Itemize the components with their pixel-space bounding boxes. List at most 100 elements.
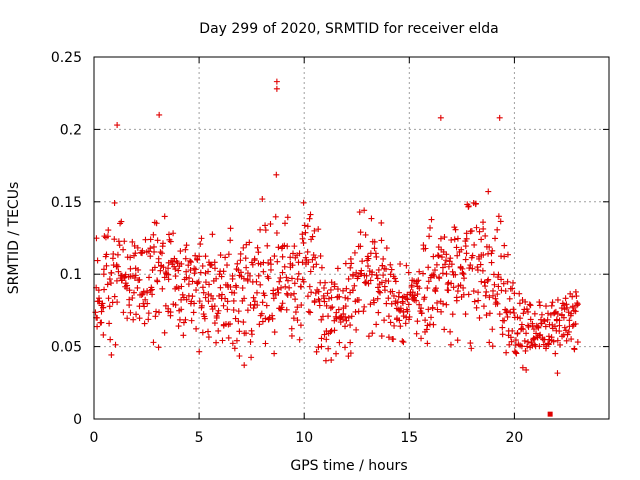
data-point <box>454 235 461 242</box>
data-point <box>150 231 157 238</box>
data-point <box>378 219 385 226</box>
data-point <box>554 310 561 317</box>
data-point <box>468 345 475 352</box>
data-point <box>286 284 293 291</box>
data-point <box>278 304 285 311</box>
data-point <box>156 111 163 118</box>
data-point <box>369 330 376 337</box>
data-point <box>240 244 247 251</box>
data-point <box>307 211 314 218</box>
data-point <box>249 261 256 268</box>
data-point <box>92 309 99 316</box>
data-point <box>528 340 535 347</box>
data-point <box>430 253 437 260</box>
data-point <box>230 306 237 313</box>
data-point <box>524 308 531 315</box>
data-point <box>431 267 438 274</box>
data-point <box>115 268 122 275</box>
data-point <box>292 309 299 316</box>
data-point <box>253 278 260 285</box>
data-point <box>459 269 466 276</box>
data-point <box>434 252 441 259</box>
data-point <box>547 311 554 318</box>
data-point <box>279 300 286 307</box>
data-point <box>101 286 108 293</box>
data-point <box>255 249 262 256</box>
data-point <box>304 223 311 230</box>
data-point <box>126 302 133 309</box>
data-point <box>281 263 288 270</box>
data-point <box>485 276 492 283</box>
data-point <box>402 320 409 327</box>
data-point <box>371 238 378 245</box>
data-point <box>442 261 449 268</box>
data-point <box>262 340 269 347</box>
data-point <box>440 300 447 307</box>
data-point <box>323 336 330 343</box>
data-point <box>394 299 401 306</box>
data-point <box>209 231 216 238</box>
data-point <box>368 215 375 222</box>
data-point <box>478 278 485 285</box>
data-point <box>468 227 475 234</box>
data-point <box>206 281 213 288</box>
data-point <box>572 288 579 295</box>
data-point <box>171 263 178 270</box>
data-point <box>134 244 141 251</box>
data-point <box>151 248 158 255</box>
data-point <box>345 275 352 282</box>
data-point <box>342 313 349 320</box>
data-point <box>462 256 469 263</box>
data-point <box>127 265 134 272</box>
data-point <box>490 287 497 294</box>
data-point <box>230 297 237 304</box>
data-point <box>116 242 123 249</box>
data-point <box>387 271 394 278</box>
data-point <box>129 294 136 301</box>
data-point <box>328 294 335 301</box>
data-point <box>222 295 229 302</box>
data-point <box>142 236 149 243</box>
data-point <box>120 309 127 316</box>
data-point <box>522 347 529 354</box>
data-point <box>357 243 364 250</box>
data-point <box>451 236 458 243</box>
data-point <box>550 338 557 345</box>
data-point <box>142 296 149 303</box>
data-point <box>243 241 250 248</box>
data-point <box>510 279 517 286</box>
data-point <box>334 265 341 272</box>
data-point <box>99 304 106 311</box>
data-point <box>504 251 511 258</box>
data-point <box>439 264 446 271</box>
data-point <box>312 290 319 297</box>
data-point <box>227 284 234 291</box>
data-point <box>445 279 452 286</box>
x-tick-label: 0 <box>90 430 99 446</box>
data-point <box>516 290 523 297</box>
data-point <box>530 326 537 333</box>
data-point <box>183 296 190 303</box>
data-point <box>227 320 234 327</box>
data-point <box>353 269 360 276</box>
data-point <box>477 261 484 268</box>
data-point <box>165 231 172 238</box>
data-point <box>391 275 398 282</box>
data-point <box>199 284 206 291</box>
data-point <box>290 315 297 322</box>
data-point <box>225 334 232 341</box>
data-point <box>267 221 274 228</box>
data-point <box>149 291 156 298</box>
data-point <box>195 278 202 285</box>
data-point <box>523 330 530 337</box>
data-point <box>236 328 243 335</box>
data-point <box>471 298 478 305</box>
data-point <box>497 218 504 225</box>
data-point <box>219 337 226 344</box>
data-point <box>449 268 456 275</box>
data-point <box>375 309 382 316</box>
data-point <box>444 281 451 288</box>
data-point <box>241 362 248 369</box>
data-point <box>317 252 324 259</box>
data-point <box>278 284 285 291</box>
